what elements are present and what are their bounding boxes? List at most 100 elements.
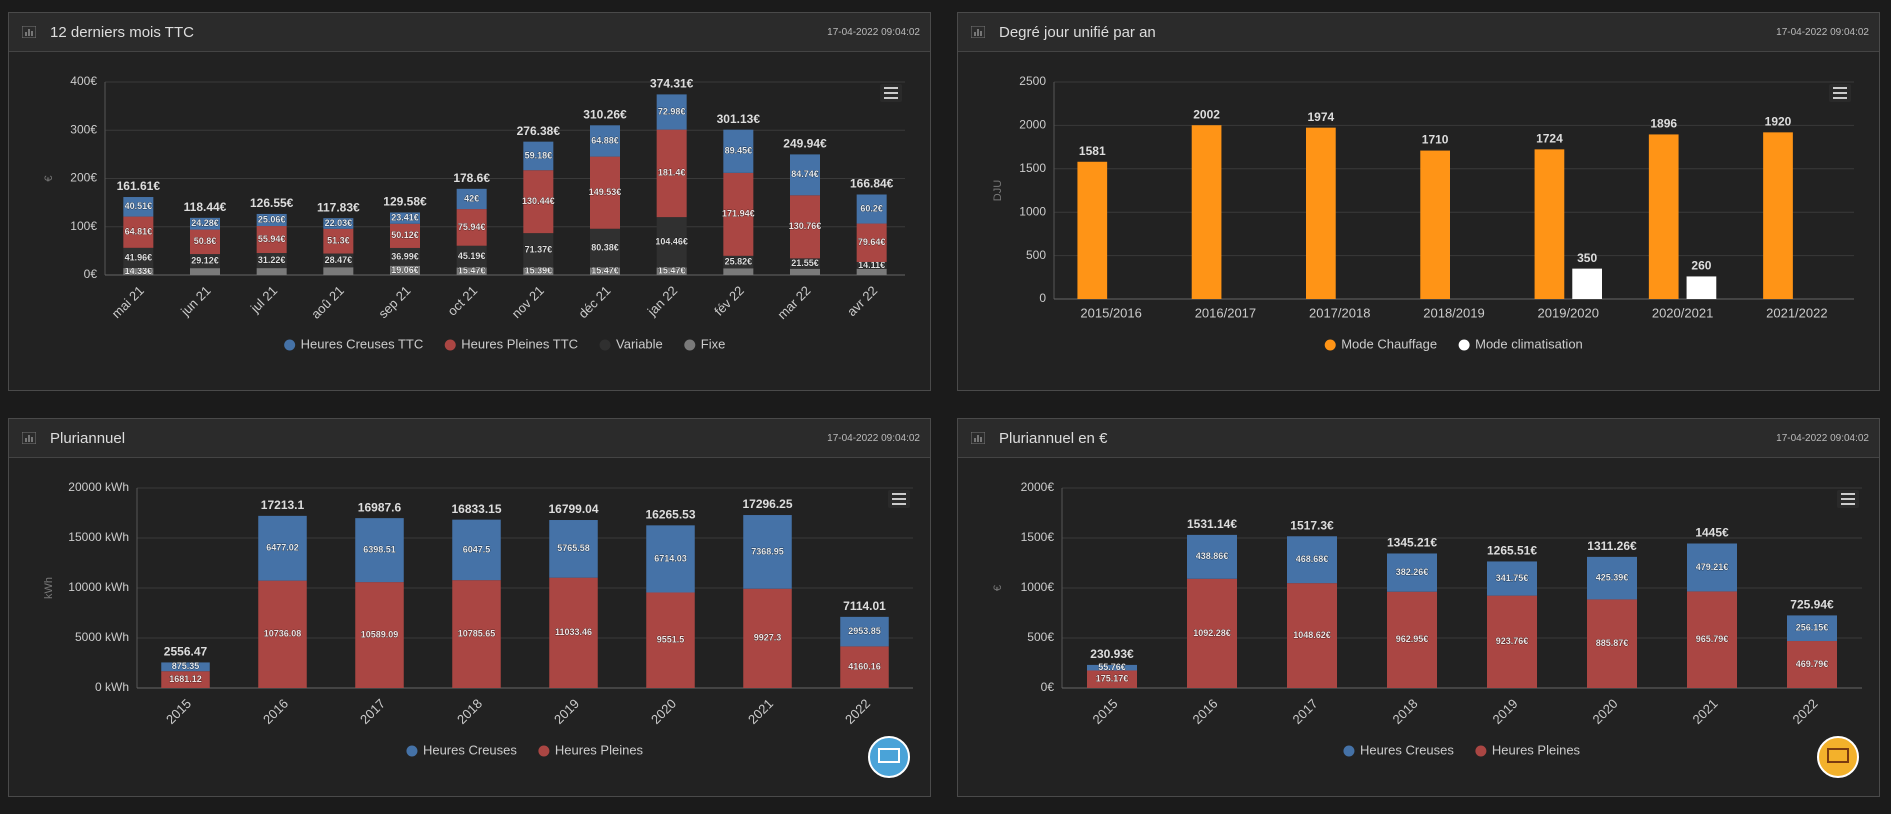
data-label: 1896	[1650, 117, 1677, 131]
stack-label: 161.61€	[117, 179, 161, 193]
data-label: 425.39€	[1596, 573, 1629, 583]
bar-segment	[256, 226, 287, 254]
bar	[1077, 161, 1108, 299]
x-tick-label: jul 21	[247, 283, 280, 316]
bar-segment	[1687, 591, 1737, 688]
bar	[1306, 127, 1336, 299]
panel-header: 12 derniers mois TTC 17-04-2022 09:04:02	[9, 13, 930, 52]
y-tick-label: 1000	[1019, 204, 1046, 218]
x-tick-label: 2018	[1389, 696, 1420, 727]
bar-segment	[258, 515, 307, 581]
x-tick-label: 2016	[1189, 696, 1220, 727]
bar-segment	[256, 213, 287, 227]
bar-segment	[646, 525, 695, 593]
bar-segment	[390, 223, 420, 248]
data-label: 59.18€	[525, 150, 553, 160]
legend-label: Mode Chauffage	[1341, 336, 1437, 351]
widget-button[interactable]	[868, 736, 910, 778]
y-tick-label: 15000 kWh	[68, 530, 129, 544]
data-label: 2953.85	[848, 626, 881, 636]
x-tick-label: 2017	[1289, 696, 1320, 727]
data-label: 468.68€	[1296, 554, 1329, 564]
bar-segment	[656, 267, 687, 275]
y-tick-label: 100€	[70, 219, 97, 233]
legend-label: Heures Creuses	[1360, 742, 1454, 757]
data-label: 45.19€	[458, 251, 486, 261]
legend: Mode Chauffage Mode climatisation	[1324, 336, 1583, 351]
y-axis-title: kWh	[43, 577, 55, 599]
bar-segment	[456, 245, 487, 268]
bar-segment	[1087, 670, 1137, 688]
x-tick-label: mar 22	[774, 283, 813, 322]
data-label: 1581	[1079, 144, 1106, 158]
bar-segment	[355, 582, 404, 688]
y-tick-label: 2000€	[1021, 480, 1055, 494]
data-label: 42€	[464, 193, 479, 203]
bar-segment	[456, 188, 487, 210]
data-label: 10736.08	[264, 629, 302, 639]
bar-segment	[1787, 641, 1837, 688]
bar-segment	[790, 195, 820, 259]
bar-segment	[323, 267, 354, 275]
legend-marker	[684, 339, 696, 351]
data-label: 6477.02	[266, 543, 299, 553]
timestamp: 17-04-2022 09:04:02	[1776, 433, 1869, 444]
data-label: 181.4€	[658, 168, 686, 178]
x-tick-label: 2020	[648, 696, 679, 727]
data-label: 5765.58	[557, 543, 590, 553]
bar-segment	[1487, 595, 1537, 688]
data-label: 89.45€	[725, 146, 753, 156]
x-tick-label: 2022	[842, 696, 873, 727]
bar-segment	[123, 268, 154, 275]
panel: Pluriannuel 17-04-2022 09:04:02 0 kWh 500…	[8, 418, 931, 797]
x-tick-label: mai 21	[109, 283, 147, 321]
data-label: 64.81€	[125, 227, 153, 237]
data-label: 10589.09	[361, 629, 399, 639]
bar-segment	[790, 154, 820, 196]
data-label: 7368.95	[751, 546, 784, 556]
data-label: 1974	[1308, 110, 1335, 124]
data-label: 875.35	[172, 661, 200, 671]
legend: Heures Creuses TTC Heures Pleines TTC Vari…	[284, 336, 725, 351]
y-tick-label: 400€	[70, 74, 97, 88]
legend: Heures Creuses Heures Pleines	[1343, 742, 1581, 757]
bar-segment	[549, 577, 598, 688]
x-tick-label: 2019	[1489, 696, 1520, 727]
y-tick-label: 0 kWh	[95, 680, 129, 694]
x-tick-label: 2016/2017	[1195, 305, 1256, 320]
bar-segment	[323, 228, 354, 254]
x-tick-label: 2016	[260, 696, 291, 727]
data-label: 1681.12	[169, 674, 202, 684]
x-tick-label: jun 21	[177, 283, 213, 319]
legend-label: Heures Creuses TTC	[301, 336, 424, 351]
stack-label: 16833.15	[451, 502, 501, 516]
panel: 12 derniers mois TTC 17-04-2022 09:04:02…	[8, 12, 931, 391]
bar-segment	[1687, 543, 1737, 592]
bar	[1534, 149, 1565, 299]
stack-label: 249.94€	[783, 137, 827, 151]
data-label: 923.76€	[1496, 636, 1529, 646]
data-label: 469.79€	[1796, 659, 1829, 669]
y-tick-label: 0€	[84, 267, 98, 281]
x-tick-label: 2021	[745, 696, 776, 727]
legend-label: Variable	[616, 336, 663, 351]
chart: 0€ 500€ 1000€ 1500€ 2000€ €2015 2016 2017 2018 20…	[992, 480, 1862, 778]
y-tick-label: 2000	[1019, 118, 1046, 132]
bar-segment	[790, 268, 820, 275]
data-label: 55.76€	[1098, 662, 1126, 672]
bar	[1648, 134, 1679, 299]
y-tick-label: 0	[1039, 291, 1046, 305]
data-label: 84.74€	[791, 169, 819, 179]
bar-segment	[590, 125, 620, 157]
data-label: 479.21€	[1696, 562, 1729, 572]
bar-segment	[590, 156, 620, 229]
data-label: 21.55€	[791, 258, 819, 268]
widget-button[interactable]	[1817, 736, 1859, 778]
bar-segment	[456, 209, 487, 246]
data-label: 71.37€	[525, 245, 553, 255]
bar-segment	[323, 253, 354, 268]
legend-marker	[1343, 745, 1355, 757]
data-label: 75.94€	[458, 222, 486, 232]
legend-label: Heures Pleines TTC	[461, 336, 578, 351]
bar-segment	[390, 247, 420, 266]
